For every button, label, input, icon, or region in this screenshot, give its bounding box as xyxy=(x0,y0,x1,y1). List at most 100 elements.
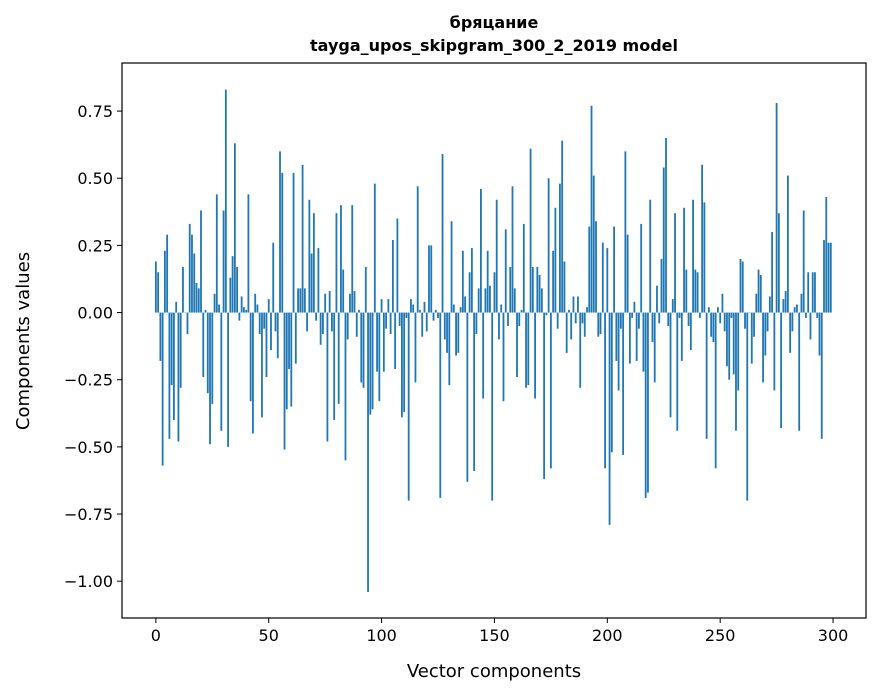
bar-126 xyxy=(439,313,441,498)
bar-97 xyxy=(374,184,376,313)
bar-18 xyxy=(196,283,198,313)
bar-265 xyxy=(753,313,755,337)
bar-123 xyxy=(433,313,435,321)
bar-23 xyxy=(207,313,209,394)
bar-15 xyxy=(189,224,191,313)
bar-281 xyxy=(789,313,791,353)
bar-289 xyxy=(807,272,809,312)
bar-75 xyxy=(324,294,326,313)
bar-268 xyxy=(760,275,762,313)
bar-65 xyxy=(302,165,304,313)
bar-140 xyxy=(471,248,473,312)
bar-275 xyxy=(776,103,778,313)
bar-280 xyxy=(787,176,789,313)
bar-99 xyxy=(378,313,380,402)
bar-218 xyxy=(647,313,649,493)
bar-27 xyxy=(216,194,218,312)
bar-247 xyxy=(713,313,715,343)
bar-37 xyxy=(238,313,240,321)
bar-241 xyxy=(699,313,701,318)
x-tick-label: 50 xyxy=(259,626,279,645)
bar-292 xyxy=(814,272,816,312)
bar-17 xyxy=(193,253,195,312)
bar-113 xyxy=(410,299,412,312)
bar-207 xyxy=(622,313,624,455)
bar-213 xyxy=(636,313,638,361)
bar-4 xyxy=(164,251,166,313)
bar-61 xyxy=(293,173,295,313)
bar-192 xyxy=(588,227,590,313)
y-tick-label: 0.25 xyxy=(77,236,113,255)
bar-257 xyxy=(735,313,737,431)
bar-100 xyxy=(381,299,383,312)
bar-287 xyxy=(803,210,805,312)
bar-224 xyxy=(661,259,663,313)
bar-249 xyxy=(717,307,719,312)
bar-182 xyxy=(566,313,568,353)
bar-231 xyxy=(676,313,678,431)
bar-42 xyxy=(250,313,252,402)
y-axis-label: Components values xyxy=(13,252,34,430)
bar-28 xyxy=(218,305,220,313)
bar-68 xyxy=(308,200,310,313)
bar-202 xyxy=(611,313,613,453)
bar-173 xyxy=(545,313,547,316)
bar-89 xyxy=(356,313,358,337)
bar-220 xyxy=(652,313,654,343)
bar-295 xyxy=(821,313,823,439)
bar-150 xyxy=(494,272,496,312)
bar-32 xyxy=(227,313,229,447)
bar-162 xyxy=(521,310,523,313)
y-tick-label: 0.50 xyxy=(77,169,113,188)
bar-5 xyxy=(166,235,168,313)
bar-246 xyxy=(710,313,712,337)
bar-229 xyxy=(672,299,674,312)
bar-124 xyxy=(435,310,437,313)
bar-1 xyxy=(157,272,159,312)
bar-279 xyxy=(785,291,787,312)
bar-147 xyxy=(487,251,489,313)
bar-34 xyxy=(232,256,234,312)
bar-185 xyxy=(573,296,575,312)
bar-108 xyxy=(399,313,401,326)
bar-258 xyxy=(737,313,739,391)
bar-2 xyxy=(159,313,161,361)
bar-144 xyxy=(480,189,482,313)
bar-69 xyxy=(311,253,313,312)
bar-128 xyxy=(444,313,446,340)
bar-67 xyxy=(306,313,308,332)
bar-137 xyxy=(464,296,466,312)
bar-11 xyxy=(180,313,182,388)
bar-255 xyxy=(731,313,733,318)
bar-8 xyxy=(173,313,175,420)
bar-262 xyxy=(746,313,748,501)
bar-243 xyxy=(703,202,705,312)
bar-33 xyxy=(229,278,231,313)
bar-278 xyxy=(782,299,784,312)
bar-50 xyxy=(268,299,270,312)
bar-183 xyxy=(568,310,570,313)
bar-116 xyxy=(417,186,419,312)
bar-38 xyxy=(241,296,243,312)
bar-36 xyxy=(236,267,238,313)
bar-261 xyxy=(744,313,746,329)
bar-171 xyxy=(541,288,543,312)
bar-282 xyxy=(792,313,794,332)
bar-203 xyxy=(613,227,615,313)
y-tick-label: −0.75 xyxy=(64,505,113,524)
bar-112 xyxy=(408,313,410,501)
bar-70 xyxy=(313,213,315,312)
bar-12 xyxy=(182,267,184,313)
bar-3 xyxy=(162,313,164,466)
bar-59 xyxy=(288,313,290,369)
bar-117 xyxy=(419,310,421,313)
bar-31 xyxy=(225,90,227,313)
bar-10 xyxy=(178,313,180,442)
bar-168 xyxy=(534,313,536,399)
bar-136 xyxy=(462,251,464,313)
bar-88 xyxy=(354,291,356,312)
bar-188 xyxy=(579,313,581,388)
bar-21 xyxy=(202,313,204,377)
bar-95 xyxy=(369,313,371,415)
bar-19 xyxy=(198,288,200,312)
